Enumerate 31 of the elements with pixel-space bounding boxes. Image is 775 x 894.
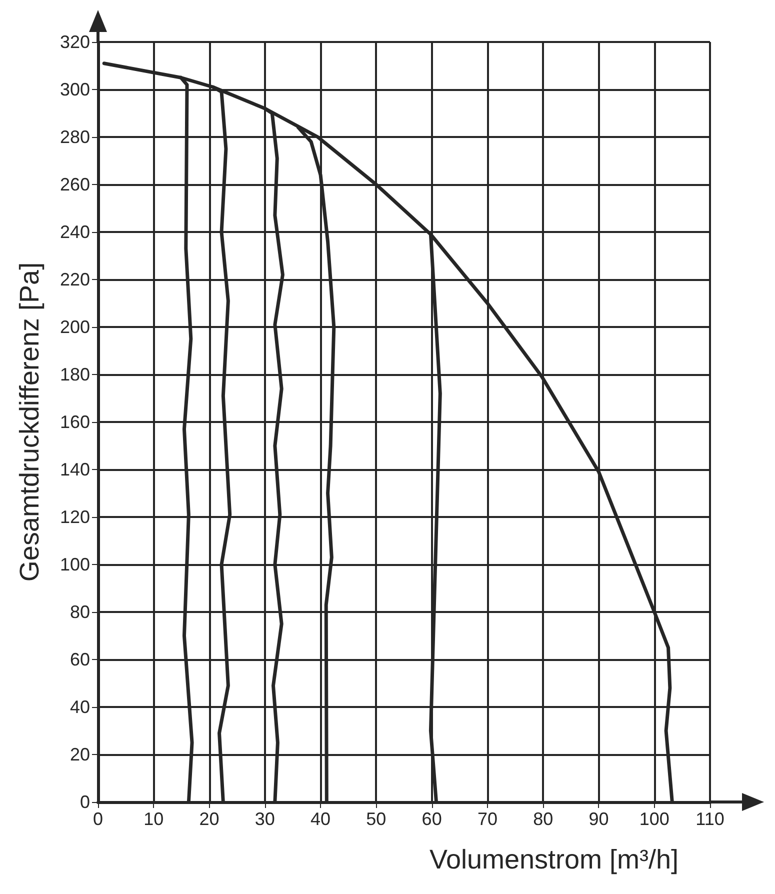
y-tick-label: 60 xyxy=(70,650,90,670)
x-tick-label: 100 xyxy=(639,809,670,829)
x-tick-label: 70 xyxy=(477,809,498,829)
y-tick-label: 100 xyxy=(60,554,90,574)
y-tick-label: 80 xyxy=(70,602,90,622)
x-axis-title: Volumenstrom [m³/h] xyxy=(429,844,679,874)
x-tick-label: 40 xyxy=(310,809,331,829)
y-tick-label: 20 xyxy=(70,744,90,764)
y-tick-label: 40 xyxy=(70,697,90,717)
y-tick-label: 260 xyxy=(60,174,90,194)
y-tick-label: 240 xyxy=(60,222,90,242)
x-tick-label: 20 xyxy=(199,809,220,829)
y-tick-label: 140 xyxy=(60,460,90,480)
x-tick-label: 0 xyxy=(92,809,104,829)
y-tick-label: 0 xyxy=(80,792,90,812)
y-tick-label: 320 xyxy=(60,32,90,52)
y-axis-title: Gesamtdruckdifferenz [Pa] xyxy=(14,262,44,582)
y-tick-label: 200 xyxy=(60,317,90,337)
y-tick-label: 220 xyxy=(60,270,90,290)
y-tick-label: 160 xyxy=(60,412,90,432)
x-tick-label: 30 xyxy=(254,809,275,829)
y-tick-label: 120 xyxy=(60,507,90,527)
x-tick-label: 10 xyxy=(144,809,164,829)
y-tick-label: 180 xyxy=(60,364,90,384)
x-tick-label: 110 xyxy=(696,809,724,829)
x-tick-label: 50 xyxy=(366,809,386,829)
x-tick-label: 60 xyxy=(422,809,442,829)
y-tick-label: 300 xyxy=(60,80,90,100)
x-tick-label: 90 xyxy=(588,809,609,829)
x-tick-label: 80 xyxy=(533,809,554,829)
y-tick-label: 280 xyxy=(60,127,90,147)
